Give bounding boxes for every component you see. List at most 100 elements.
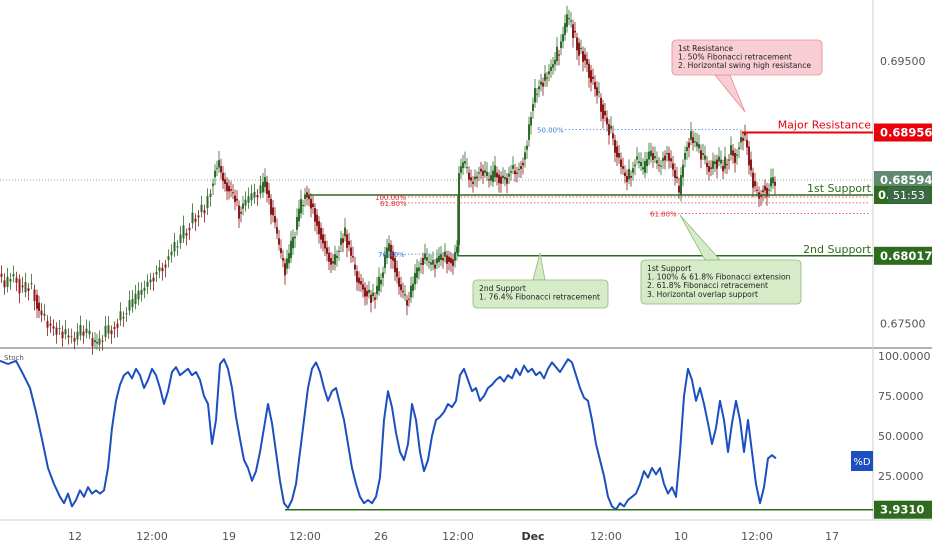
candle-body: [548, 71, 550, 75]
candle-body: [412, 283, 414, 291]
candle-body: [336, 255, 338, 259]
support-1-annotation-line: 1. 100% & 61.8% Fibonacci extension: [647, 273, 791, 282]
candle-body: [468, 172, 470, 180]
candle-body: [756, 189, 758, 191]
candle-body: [368, 289, 370, 293]
candle-body: [724, 156, 726, 169]
candle-body: [510, 171, 512, 173]
candle-body: [508, 173, 510, 177]
candle-body: [294, 236, 296, 239]
candle-body: [494, 165, 496, 178]
candle-body: [131, 298, 134, 308]
major-resistance-tag-text: 0.68956: [880, 126, 932, 140]
candle-body: [218, 160, 220, 168]
candle-body: [488, 179, 490, 181]
candle-body: [654, 156, 656, 159]
timer-bg: [888, 187, 930, 204]
candle-body: [33, 289, 36, 302]
candle-body: [320, 227, 322, 240]
candle-body: [432, 260, 434, 265]
candle-body: [322, 234, 324, 244]
candle-body: [594, 82, 596, 90]
candle-body: [716, 159, 718, 169]
candle-body: [568, 18, 570, 20]
candle-body: [330, 258, 332, 265]
candle-body: [280, 248, 282, 254]
candle-body: [596, 87, 598, 96]
candle-body: [70, 336, 73, 338]
candle-body: [564, 23, 566, 35]
candle-body: [484, 170, 486, 173]
candle-body: [242, 203, 244, 209]
candle-body: [532, 104, 534, 111]
candle-body: [436, 257, 438, 264]
candle-body: [232, 192, 234, 194]
time-tick-label: 12:00: [289, 530, 321, 543]
candle-body: [15, 277, 18, 283]
candle-body: [608, 124, 610, 136]
time-tick-label: 12: [68, 530, 82, 543]
candle-body: [632, 168, 634, 173]
candle-body: [576, 37, 578, 51]
candle-body: [674, 170, 676, 178]
candle-body: [332, 261, 334, 264]
candle-body: [46, 321, 49, 328]
candle-body: [662, 157, 664, 161]
candle-body: [694, 141, 696, 143]
candle-body: [504, 177, 506, 180]
candle-body: [442, 258, 444, 261]
candle-body: [520, 166, 522, 169]
candle-body: [514, 170, 516, 175]
candle-body: [424, 253, 426, 260]
candle-body: [228, 185, 230, 192]
candle-body: [282, 258, 284, 261]
stoch-series-tag-bg: [851, 451, 873, 471]
candle-body: [584, 54, 586, 61]
candle-body: [622, 166, 624, 169]
candle-body: [155, 272, 158, 275]
candle-body: [137, 290, 140, 300]
candle-body: [688, 142, 690, 148]
candle-body: [686, 147, 688, 152]
candle-body: [244, 199, 247, 206]
support-1-label: 1st Support: [807, 182, 872, 195]
candle-body: [714, 161, 716, 165]
candle-body: [736, 154, 738, 156]
candle-body: [38, 302, 40, 311]
candle-body: [502, 175, 504, 178]
candle-body: [426, 257, 428, 261]
candle-body: [96, 341, 98, 344]
candle-body: [290, 240, 292, 259]
candle-body: [268, 190, 270, 198]
candle-body: [286, 258, 288, 269]
candle-body: [176, 246, 179, 248]
candle-body: [284, 263, 286, 276]
candle-body: [270, 198, 272, 215]
time-tick-label: 17: [825, 530, 839, 543]
candle-body: [27, 288, 30, 291]
candle-body: [384, 254, 386, 268]
candle-body: [6, 276, 9, 287]
candle-body: [91, 338, 94, 347]
candle-body: [746, 139, 748, 148]
candle-body: [308, 195, 310, 200]
candle-body: [538, 86, 540, 90]
candle-body: [606, 117, 608, 125]
candle-body: [682, 164, 684, 178]
candle-body: [250, 193, 253, 201]
candle-body: [458, 173, 460, 245]
stoch-pane[interactable]: [0, 349, 873, 519]
candle-body: [498, 174, 500, 184]
candle-body: [460, 166, 462, 173]
candle-body: [742, 137, 744, 141]
candle-body: [640, 161, 642, 167]
candle-body: [0, 273, 3, 277]
time-tick-label: 12:00: [442, 530, 474, 543]
candle-body: [179, 234, 182, 243]
candle-body: [452, 259, 454, 266]
candle-body: [352, 256, 354, 258]
candle-body: [85, 328, 88, 333]
candle-body: [101, 340, 104, 342]
candle-body: [104, 325, 107, 337]
